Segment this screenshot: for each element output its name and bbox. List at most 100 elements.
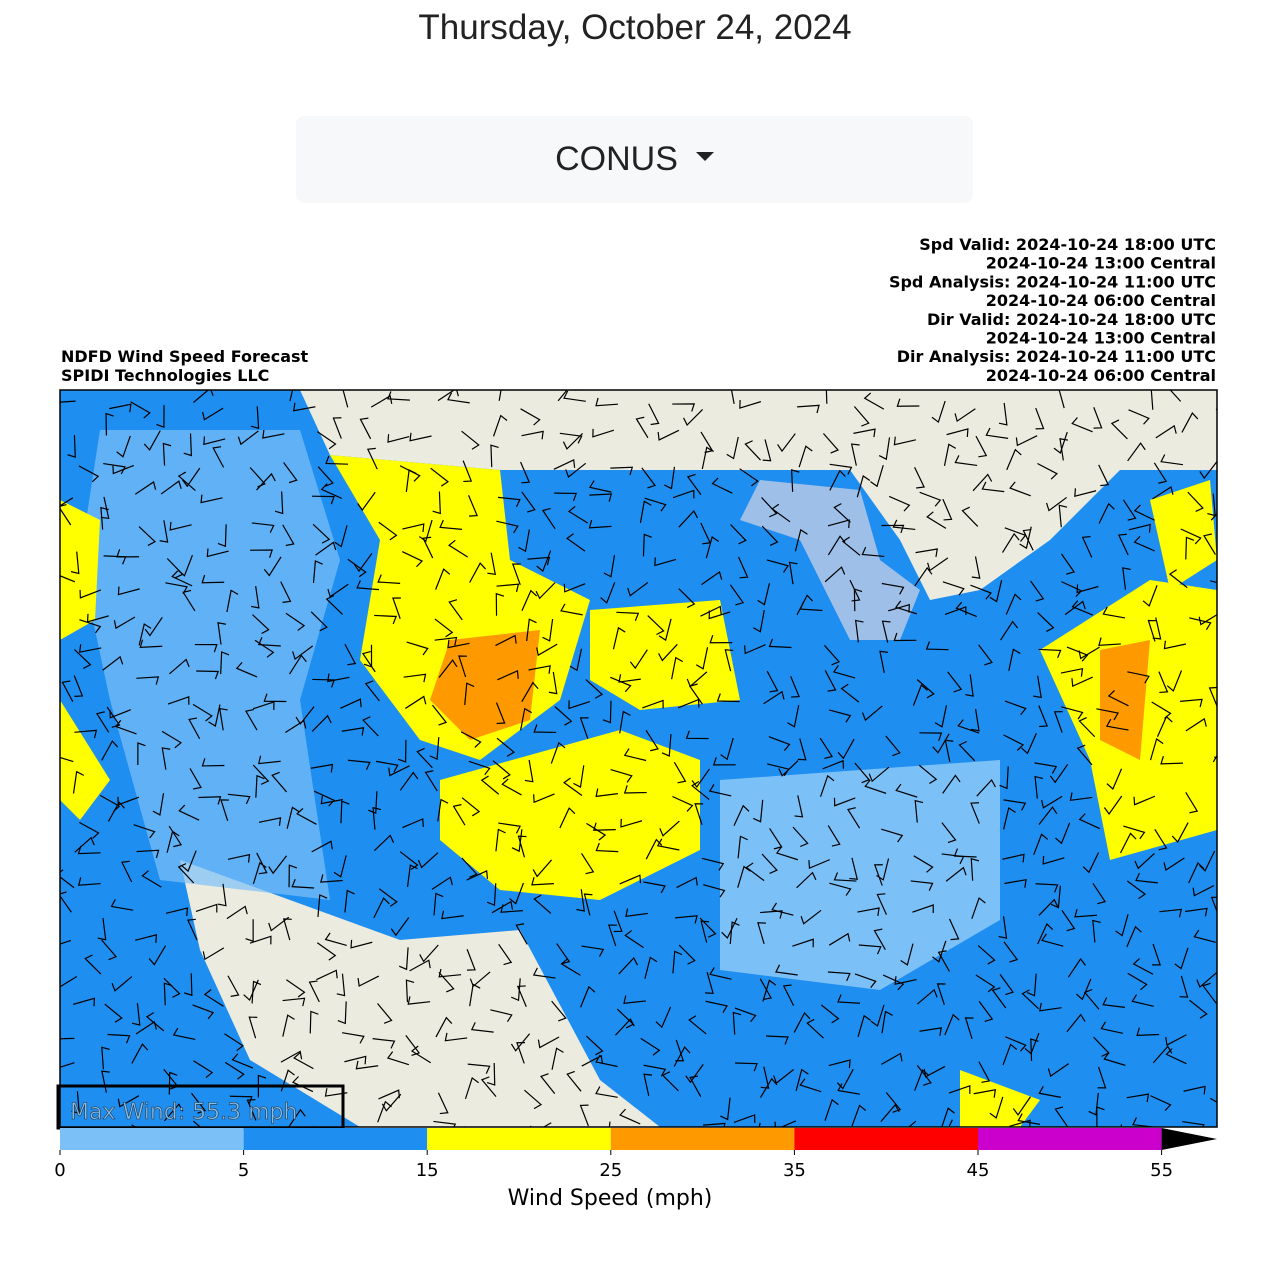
wind-barb <box>347 759 371 770</box>
wind-barb <box>1182 1120 1205 1127</box>
wind-barb <box>642 533 652 557</box>
wind-barb <box>775 846 799 861</box>
wind-barb <box>672 403 696 412</box>
wind-barb <box>957 719 980 734</box>
wind-barb <box>501 778 522 796</box>
wind-barb <box>610 466 634 476</box>
wind-barb <box>430 467 449 487</box>
wind-barb <box>181 467 201 488</box>
wind-barb <box>280 581 292 603</box>
wind-barb <box>441 910 464 920</box>
wind-barb <box>182 589 196 612</box>
wind-barb <box>627 582 649 597</box>
wind-barb <box>760 910 783 919</box>
wind-barb <box>243 979 259 1002</box>
wind-barb <box>972 473 993 492</box>
wind-barb <box>198 796 222 805</box>
wind-barb <box>782 984 795 1006</box>
wind-barb <box>542 618 554 642</box>
wind-barb <box>166 830 180 853</box>
wind-barb <box>405 979 415 1003</box>
wind-barb <box>1103 795 1123 816</box>
wind-barb <box>156 405 165 428</box>
wind-barb <box>1066 1013 1086 1033</box>
wind-barb <box>271 771 288 793</box>
wind-barb <box>418 519 433 543</box>
wind-barb <box>387 434 410 443</box>
wind-barb <box>70 551 80 575</box>
wind-barb <box>553 458 576 470</box>
wind-barb <box>1210 512 1217 521</box>
wind-barb <box>134 481 157 495</box>
wind-barb <box>1103 1052 1126 1066</box>
wind-barb <box>1037 462 1058 480</box>
wind-barb <box>402 523 425 533</box>
wind-barb <box>71 1091 80 1115</box>
wind-barb <box>1160 454 1184 466</box>
region-dropdown[interactable]: CONUS <box>296 116 973 203</box>
wind-barb <box>554 492 578 502</box>
wind-barb <box>1034 775 1044 799</box>
wind-barb <box>229 1095 253 1105</box>
wind-barb <box>829 469 846 491</box>
wind-barb <box>152 793 165 816</box>
wind-barb <box>716 693 740 703</box>
wind-barb <box>433 1120 457 1127</box>
wind-barb <box>744 644 766 655</box>
wind-barb <box>970 584 992 600</box>
wind-barb <box>251 522 275 533</box>
wind-barb <box>409 959 431 972</box>
wind-barb <box>72 770 85 794</box>
wind-barb <box>130 401 151 419</box>
wind-barb <box>1122 567 1131 590</box>
wind-barb <box>1122 499 1137 521</box>
wind-barb <box>399 851 419 871</box>
wind-barb <box>536 643 558 657</box>
wind-barb <box>109 709 131 719</box>
wind-barb <box>958 740 976 762</box>
wind-barb <box>510 1033 531 1052</box>
wind-barb <box>316 942 337 961</box>
wind-barb <box>161 747 171 770</box>
wind-barb <box>1185 717 1207 732</box>
wind-barb <box>1202 982 1217 1004</box>
wind-barb <box>953 848 977 858</box>
wind-barb <box>370 395 393 408</box>
wind-barb <box>724 649 734 672</box>
wind-barb <box>833 797 856 807</box>
wind-barb <box>916 679 935 699</box>
wind-barb <box>224 1061 245 1080</box>
wind-barb <box>701 570 723 586</box>
wind-barb <box>1152 485 1174 500</box>
wind-barb <box>203 436 226 446</box>
wind-barb <box>409 432 432 442</box>
wind-barb <box>1050 885 1061 909</box>
wind-barb <box>825 390 828 404</box>
wind-barb <box>854 762 871 784</box>
wind-barb <box>79 619 102 634</box>
wind-barb <box>757 922 766 945</box>
wind-barb <box>912 904 934 914</box>
wind-barb <box>1064 600 1086 616</box>
wind-barb <box>1049 763 1069 784</box>
wind-barb <box>1183 1085 1206 1095</box>
wind-barb <box>914 566 933 587</box>
wind-barb <box>964 1017 974 1040</box>
wind-barb <box>401 550 424 568</box>
wind-barb <box>1181 412 1199 433</box>
wind-barb <box>111 976 133 992</box>
wind-barb <box>177 471 196 491</box>
wind-barb <box>60 1062 75 1068</box>
wind-barb <box>827 519 850 529</box>
wind-barb <box>1054 1106 1069 1127</box>
wind-barb <box>540 1073 556 1095</box>
wind-barb <box>431 704 448 726</box>
wind-barb <box>876 893 887 915</box>
wind-barb <box>325 455 349 465</box>
wind-barb <box>1002 532 1020 553</box>
wind-barb <box>1005 593 1022 615</box>
wind-barb <box>948 1084 971 1094</box>
wind-barb <box>1127 972 1148 991</box>
wind-barb <box>643 1073 653 1096</box>
wind-barb <box>623 748 647 762</box>
